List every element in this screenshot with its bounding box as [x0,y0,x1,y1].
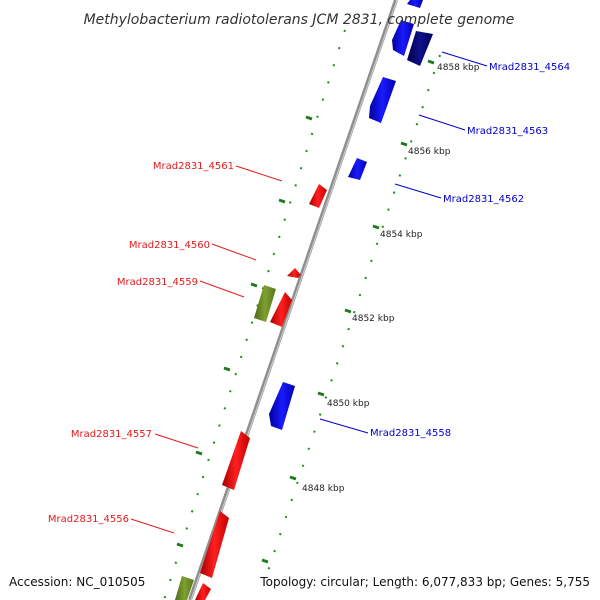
forward-leader-lines [319,51,488,434]
gene-arrow-4558[interactable] [269,382,295,430]
gene-arrow-4564[interactable] [407,31,433,66]
gene-arrow-4559[interactable] [270,292,292,327]
feature-4559-olive[interactable] [254,285,276,322]
scale-label: 4854 kbp [380,230,423,240]
scale-ticks [261,59,435,564]
gene-label-reverse[interactable]: Mrad2831_4557 [71,429,152,440]
gene-arrow-4560[interactable] [287,268,301,278]
scale-label: 4856 kbp [408,147,451,157]
gene-arrow-bottom[interactable] [195,583,211,600]
gene-label-reverse[interactable]: Mrad2831_4561 [153,161,234,172]
gene-label-reverse[interactable]: Mrad2831_4559 [117,277,198,288]
forward-gene-labels: Mrad2831_4564 Mrad2831_4563 Mrad2831_456… [370,62,570,439]
forward-genes [269,0,433,430]
gene-arrow-4556[interactable] [200,511,229,578]
gene-label-forward[interactable]: Mrad2831_4563 [467,126,548,137]
accession-text: Accession: NC_010505 [9,575,145,589]
reverse-track-ticks [176,115,313,548]
gene-arrow-4564a[interactable] [392,20,414,56]
gene-label-forward[interactable]: Mrad2831_4564 [489,62,570,73]
gene-arrow-4562[interactable] [348,158,367,180]
gene-label-reverse[interactable]: Mrad2831_4560 [129,240,210,251]
reverse-dotted-track [163,29,346,600]
gene-label-forward[interactable]: Mrad2831_4558 [370,428,451,439]
reverse-genes [175,184,327,600]
genome-title: Methylobacterium radiotolerans JCM 2831,… [84,12,515,28]
gene-arrow-4557[interactable] [222,431,250,490]
scale-label: 4850 kbp [327,399,370,409]
gene-arrow-4561[interactable] [309,184,327,208]
gene-arrow-4564b[interactable] [407,0,423,8]
backbone [188,0,398,600]
gene-label-reverse[interactable]: Mrad2831_4556 [48,514,129,525]
scale-label: 4858 kbp [437,63,480,73]
genome-summary-text: Topology: circular; Length: 6,077,833 bp… [259,575,590,589]
reverse-gene-labels: Mrad2831_4561 Mrad2831_4560 Mrad2831_455… [48,161,234,525]
scale-label: 4852 kbp [352,314,395,324]
reverse-leader-lines [130,165,283,534]
scale-labels: 4858 kbp 4856 kbp 4854 kbp 4852 kbp 4850… [302,63,480,494]
gene-label-forward[interactable]: Mrad2831_4562 [443,194,524,205]
scale-label: 4848 kbp [302,484,345,494]
feature-olive-bottom[interactable] [175,576,194,600]
gene-arrow-4563[interactable] [369,77,396,123]
